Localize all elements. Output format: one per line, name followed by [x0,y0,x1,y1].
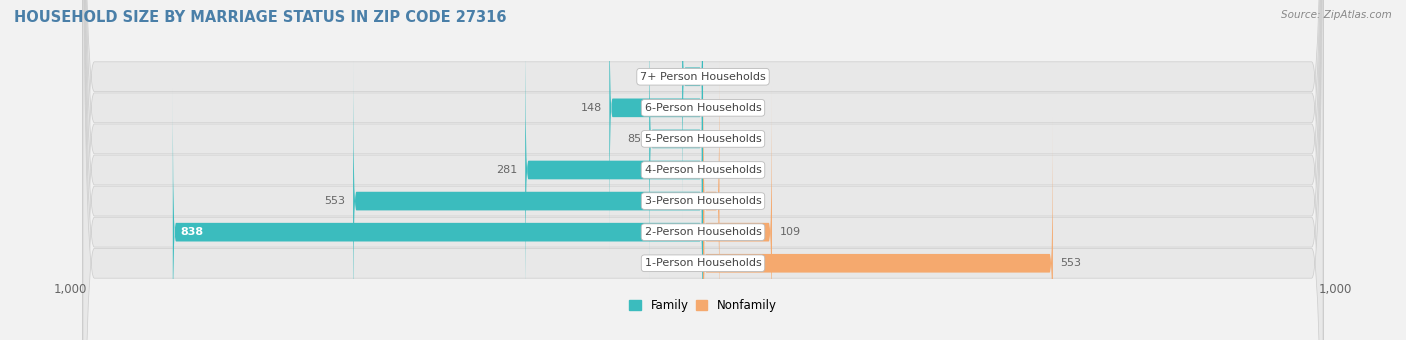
Text: 33: 33 [661,72,675,82]
FancyBboxPatch shape [703,55,720,340]
Text: 109: 109 [779,227,800,237]
Text: 281: 281 [496,165,517,175]
Text: 838: 838 [180,227,204,237]
FancyBboxPatch shape [83,0,1323,340]
FancyBboxPatch shape [83,0,1323,340]
FancyBboxPatch shape [83,0,1323,340]
Legend: Family, Nonfamily: Family, Nonfamily [630,299,776,312]
Text: 2-Person Households: 2-Person Households [644,227,762,237]
Text: 553: 553 [1060,258,1081,268]
FancyBboxPatch shape [526,24,703,316]
FancyBboxPatch shape [703,86,772,340]
Text: 5-Person Households: 5-Person Households [644,134,762,144]
Text: 0: 0 [689,258,696,268]
Text: 7+ Person Households: 7+ Person Households [640,72,766,82]
Text: Source: ZipAtlas.com: Source: ZipAtlas.com [1281,10,1392,20]
Text: 6-Person Households: 6-Person Households [644,103,762,113]
Text: 148: 148 [581,103,602,113]
Text: 553: 553 [325,196,346,206]
FancyBboxPatch shape [650,0,703,285]
FancyBboxPatch shape [83,0,1323,340]
Text: 1-Person Households: 1-Person Households [644,258,762,268]
FancyBboxPatch shape [609,0,703,254]
FancyBboxPatch shape [353,55,703,340]
Text: 85: 85 [627,134,641,144]
FancyBboxPatch shape [83,0,1323,340]
FancyBboxPatch shape [83,0,1323,340]
Text: 3-Person Households: 3-Person Households [644,196,762,206]
Text: HOUSEHOLD SIZE BY MARRIAGE STATUS IN ZIP CODE 27316: HOUSEHOLD SIZE BY MARRIAGE STATUS IN ZIP… [14,10,506,25]
FancyBboxPatch shape [703,117,1053,340]
Text: 26: 26 [727,196,741,206]
Text: 0: 0 [710,134,717,144]
FancyBboxPatch shape [682,0,703,223]
Text: 0: 0 [710,72,717,82]
Text: 0: 0 [710,165,717,175]
Text: 0: 0 [710,103,717,113]
Text: 4-Person Households: 4-Person Households [644,165,762,175]
FancyBboxPatch shape [173,86,703,340]
FancyBboxPatch shape [83,0,1323,340]
